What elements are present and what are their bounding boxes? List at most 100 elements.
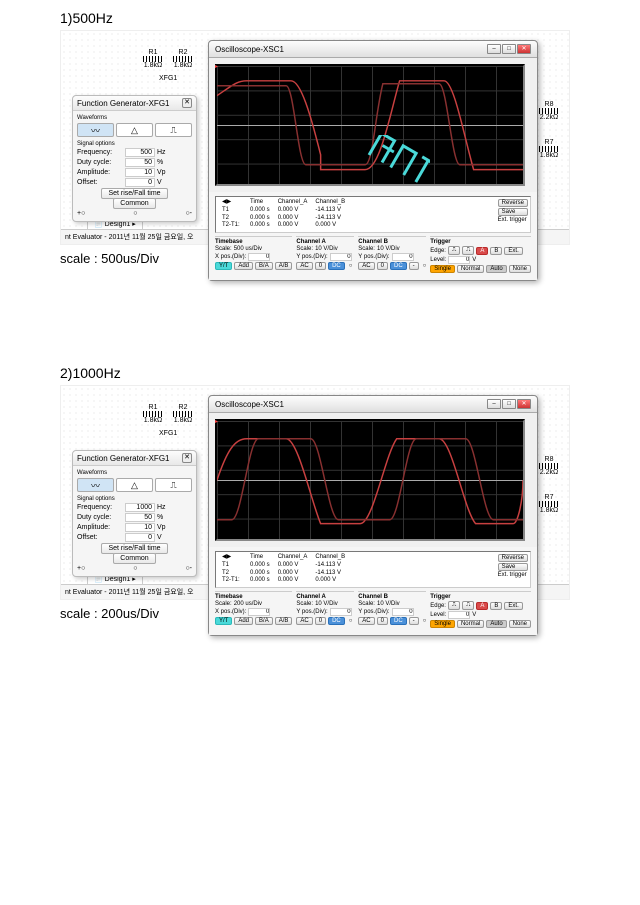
common-button[interactable]: Common [113,198,155,209]
trig-ext-button-2[interactable]: Ext. [504,602,522,610]
ext-trigger-label-2: Ext. trigger [498,572,528,578]
scale-label-2: scale : 200us/Div [0,603,159,621]
cha-ac-button-2[interactable]: AC [296,617,312,625]
maximize-icon[interactable]: □ [502,44,516,54]
ba-button-2[interactable]: B/A [255,617,273,625]
chb-ac-button[interactable]: AC [358,262,374,270]
trig-ext-button[interactable]: Ext. [504,247,522,255]
osc-title-2[interactable]: Oscilloscope-XSC1 – □ ✕ [209,396,537,413]
edge-rise-icon[interactable]: ⎍ [448,246,460,255]
add-button-2[interactable]: Add [234,617,253,625]
ext-trigger-label: Ext. trigger [498,217,528,223]
wf-square-icon[interactable]: ⎍ [155,123,192,137]
xpos-input-1[interactable] [248,253,270,261]
trig-single-button-2[interactable]: Single [430,620,455,628]
fngen-close-icon[interactable]: ✕ [182,98,192,108]
minimize-icon-2[interactable]: – [487,399,501,409]
fngen-title-2[interactable]: Function Generator-XFG1 ✕ [73,451,196,466]
cha-ac-button[interactable]: AC [296,262,312,270]
function-generator-2[interactable]: Function Generator-XFG1 ✕ Waveforms 〰 △ … [72,450,197,577]
trig-auto-button[interactable]: Auto [486,265,506,273]
freq-input-1[interactable] [125,148,155,157]
close-icon-2[interactable]: ✕ [517,399,531,409]
signal-options-label-2: Signal options [77,496,192,502]
osc-screen-1[interactable]: ▸ [215,64,525,186]
cha-0-button[interactable]: 0 [315,262,326,270]
fngen-close-icon-2[interactable]: ✕ [182,453,192,463]
wf-square-icon-2[interactable]: ⎍ [155,478,192,492]
trig-a-button-2[interactable]: A [476,602,488,610]
chb-0-button[interactable]: 0 [377,262,388,270]
ab-button[interactable]: A/B [275,262,293,270]
cha-0-button-2[interactable]: 0 [315,617,326,625]
ba-button[interactable]: B/A [255,262,273,270]
trig-b-button[interactable]: B [490,247,502,255]
trig-b-button-2[interactable]: B [490,602,502,610]
osc-screen-2[interactable]: ▸ [215,419,525,541]
freq-input-2[interactable] [125,503,155,512]
osc-title-1[interactable]: Oscilloscope-XSC1 – □ ✕ [209,41,537,58]
trig-none-button[interactable]: None [509,265,531,273]
cha-dc-button-2[interactable]: DC [328,617,345,625]
trig-level-2[interactable] [448,611,470,619]
section2-title: 2)1000Hz [0,355,640,386]
osc-cursor-handle[interactable]: ▸ [215,63,221,71]
chb-inv-button[interactable]: - [409,262,419,270]
chb-ypos-1[interactable] [392,253,414,261]
resistor-r7-2: R71.8kΩ [539,494,559,514]
oscilloscope-2[interactable]: Oscilloscope-XSC1 – □ ✕ ▸ ◀▶ T1 T2 [208,395,538,636]
chb-dc-button-2[interactable]: DC [390,617,407,625]
chb-dc-button[interactable]: DC [390,262,407,270]
off-input-1[interactable] [125,178,155,187]
edge-fall-icon-2[interactable]: ⎍ [462,601,474,610]
reverse-button-2[interactable]: Reverse [498,554,528,562]
oscilloscope-1[interactable]: Oscilloscope-XSC1 – □ ✕ ▸ ◀▶ T1 T2 [208,40,538,281]
off-input-2[interactable] [125,533,155,542]
yt-button[interactable]: Y/T [215,262,232,270]
wf-triangle-icon-2[interactable]: △ [116,478,153,492]
trig-single-button[interactable]: Single [430,265,455,273]
edge-rise-icon-2[interactable]: ⎍ [448,601,460,610]
add-button[interactable]: Add [234,262,253,270]
close-icon[interactable]: ✕ [517,44,531,54]
ab-button-2[interactable]: A/B [275,617,293,625]
function-generator-1[interactable]: Function Generator-XFG1 ✕ Waveforms 〰 △ … [72,95,197,222]
yt-button-2[interactable]: Y/T [215,617,232,625]
cha-ypos-1[interactable] [330,253,352,261]
minimize-icon[interactable]: – [487,44,501,54]
cha-dc-button[interactable]: DC [328,262,345,270]
wf-sine-icon-2[interactable]: 〰 [77,478,114,492]
amp-input-1[interactable] [125,168,155,177]
trig-normal-button-2[interactable]: Normal [457,620,484,628]
chb-ypos-2[interactable] [392,608,414,616]
resistor-r2: R21.8kΩ [173,49,193,69]
chb-0-button-2[interactable]: 0 [377,617,388,625]
maximize-icon-2[interactable]: □ [502,399,516,409]
resistor-r7: R71.8kΩ [539,139,559,159]
trig-auto-button-2[interactable]: Auto [486,620,506,628]
resistor-r1: R11.8kΩ [143,49,163,69]
amp-input-2[interactable] [125,523,155,532]
common-button-2[interactable]: Common [113,553,155,564]
fngen-title-1[interactable]: Function Generator-XFG1 ✕ [73,96,196,111]
osc-cursor-handle-2[interactable]: ▸ [215,418,221,426]
chb-inv-button-2[interactable]: - [409,617,419,625]
xfg-label: XFG1 [159,75,177,82]
trig-level-1[interactable] [448,256,470,264]
save-button[interactable]: Save [498,208,528,216]
trig-none-button-2[interactable]: None [509,620,531,628]
reverse-button[interactable]: Reverse [498,199,528,207]
duty-input-2[interactable] [125,513,155,522]
wf-triangle-icon[interactable]: △ [116,123,153,137]
resistor-r2-2: R21.8kΩ [173,404,193,424]
save-button-2[interactable]: Save [498,563,528,571]
edge-fall-icon[interactable]: ⎍ [462,246,474,255]
trig-normal-button[interactable]: Normal [457,265,484,273]
wf-sine-icon[interactable]: 〰 [77,123,114,137]
xpos-input-2[interactable] [248,608,270,616]
cha-ypos-2[interactable] [330,608,352,616]
chb-ac-button-2[interactable]: AC [358,617,374,625]
trig-a-button[interactable]: A [476,247,488,255]
osc-data-table-1: ◀▶ T1 T2 T2-T1: Time 0.000 s 0.000 s 0.0… [215,196,531,233]
duty-input-1[interactable] [125,158,155,167]
